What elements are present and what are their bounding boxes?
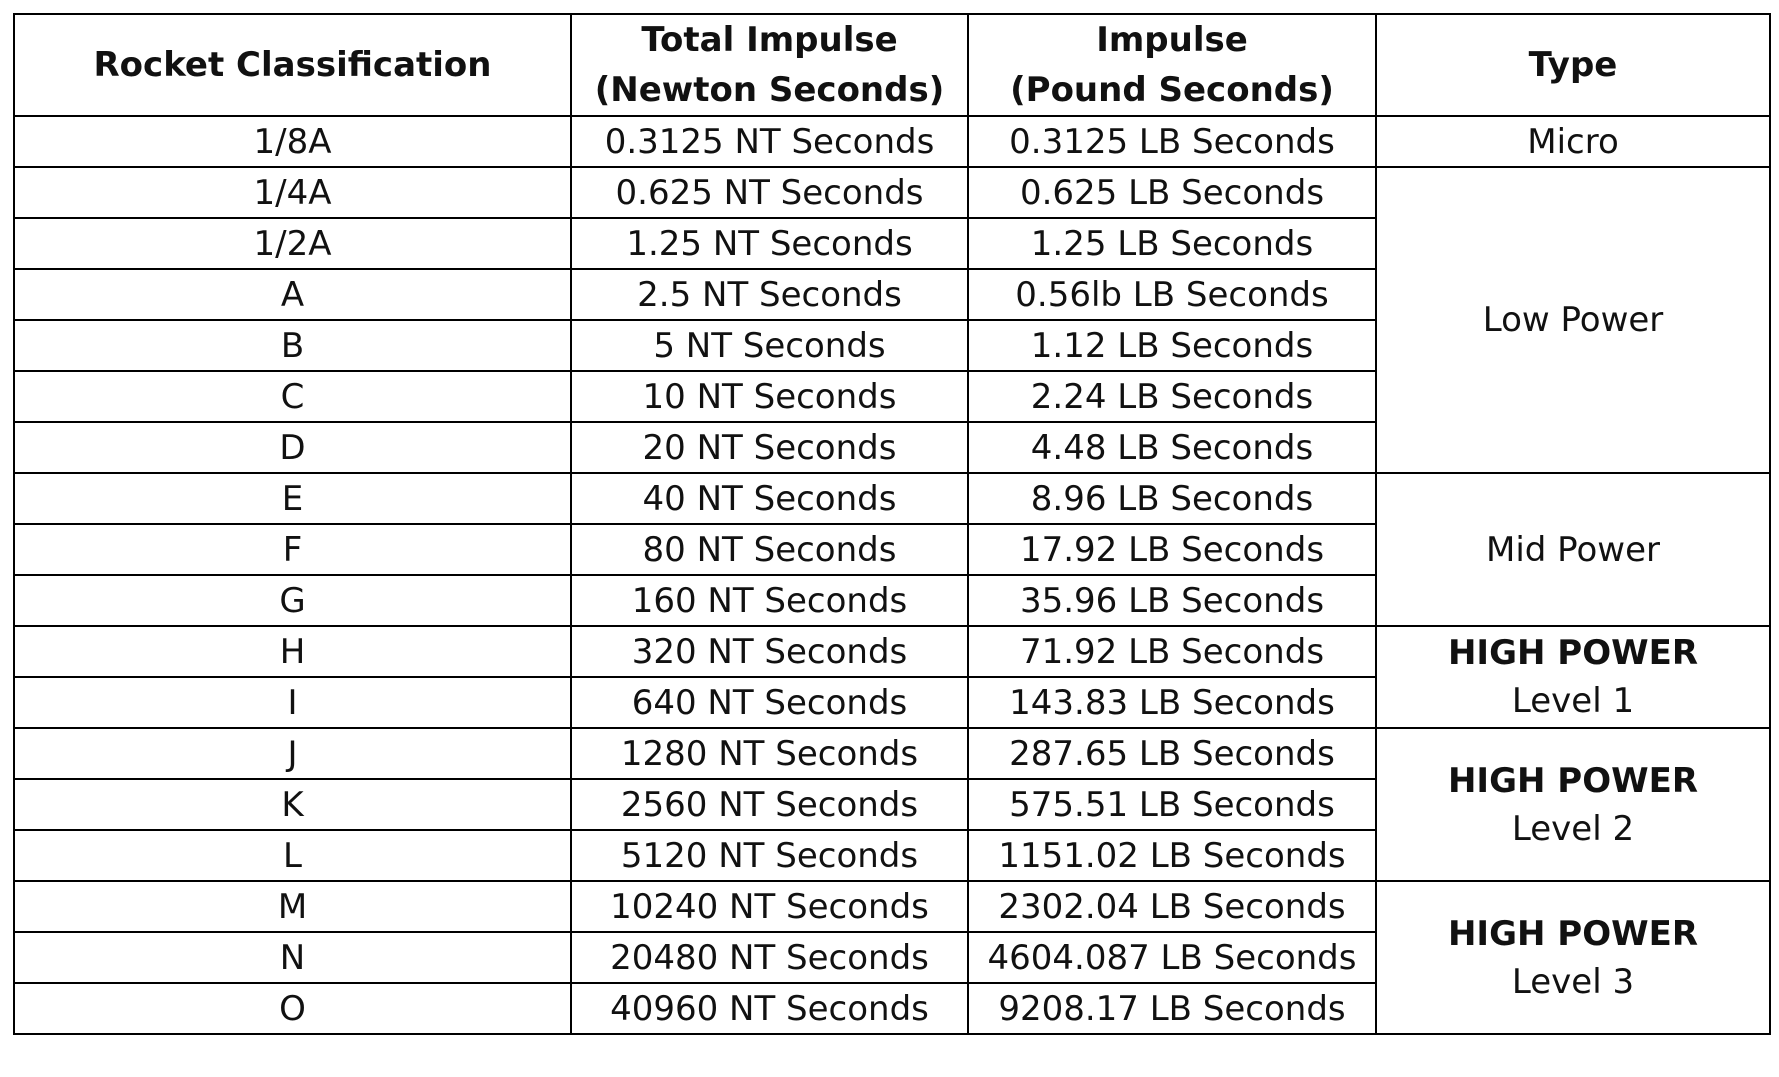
table-row: M 10240 NT Seconds 2302.04 LB Seconds HI… xyxy=(13,880,1771,1035)
table-row: B 5 NT Seconds 1.12 LB Seconds xyxy=(13,319,1770,372)
newton-seconds-cell: 40960 NT Seconds xyxy=(570,982,969,1035)
header-impulse-pound: Impulse (Pound Seconds) xyxy=(967,13,1377,117)
classification-cell: H xyxy=(13,625,572,678)
table-row: 1/4A 0.625 NT Seconds 0.625 LB Seconds L… xyxy=(13,166,1771,474)
pound-seconds-cell: 4604.087 LB Seconds xyxy=(967,931,1377,984)
type-cell-micro: Micro xyxy=(1375,115,1771,168)
table-row: F 80 NT Seconds 17.92 LB Seconds xyxy=(13,523,1770,576)
table-row: 1/2A 1.25 NT Seconds 1.25 LB Seconds xyxy=(13,217,1770,270)
classification-cell: I xyxy=(13,676,572,729)
table-row: H 320 NT Seconds 71.92 LB Seconds HIGH P… xyxy=(13,625,1771,729)
header-rocket-classification: Rocket Classification xyxy=(13,13,572,117)
high-power-level: Level 1 xyxy=(1511,681,1635,721)
table-row: 1/8A 0.3125 NT Seconds 0.3125 LB Seconds… xyxy=(13,115,1771,168)
pound-seconds-cell: 1.25 LB Seconds xyxy=(967,217,1377,270)
header-type: Type xyxy=(1375,13,1771,117)
type-cell-mid-power: Mid Power xyxy=(1375,472,1771,627)
high-power-title: HIGH POWER xyxy=(1447,913,1699,954)
classification-cell: M xyxy=(13,880,572,933)
classification-cell: 1/8A xyxy=(13,115,572,168)
table-row: G 160 NT Seconds 35.96 LB Seconds xyxy=(13,574,1770,627)
classification-cell: E xyxy=(13,472,572,525)
pound-seconds-cell: 287.65 LB Seconds xyxy=(967,727,1377,780)
newton-seconds-cell: 0.625 NT Seconds xyxy=(570,166,969,219)
classification-cell: G xyxy=(13,574,572,627)
classification-cell: K xyxy=(13,778,572,831)
pound-seconds-cell: 2.24 LB Seconds xyxy=(967,370,1377,423)
newton-seconds-cell: 5120 NT Seconds xyxy=(570,829,969,882)
header-impulse-pound-label: Impulse (Pound Seconds) xyxy=(1010,20,1334,110)
high-power-level: Level 2 xyxy=(1511,808,1635,849)
newton-seconds-cell: 10 NT Seconds xyxy=(570,370,969,423)
table-row: O 40960 NT Seconds 9208.17 LB Seconds xyxy=(13,982,1770,1035)
header-row: Rocket Classification Total Impulse (New… xyxy=(13,13,1771,117)
newton-seconds-cell: 2.5 NT Seconds xyxy=(570,268,969,321)
header-total-impulse: Total Impulse (Newton Seconds) xyxy=(570,13,969,117)
newton-seconds-cell: 2560 NT Seconds xyxy=(570,778,969,831)
classification-cell: 1/2A xyxy=(13,217,572,270)
pound-seconds-cell: 2302.04 LB Seconds xyxy=(967,880,1377,933)
table-row: I 640 NT Seconds 143.83 LB Seconds xyxy=(13,676,1770,729)
newton-seconds-cell: 1280 NT Seconds xyxy=(570,727,969,780)
type-cell-high-power-level-2: HIGH POWER Level 2 xyxy=(1375,727,1771,882)
pound-seconds-cell: 8.96 LB Seconds xyxy=(967,472,1377,525)
table-row: D 20 NT Seconds 4.48 LB Seconds xyxy=(13,421,1770,474)
pound-seconds-cell: 0.625 LB Seconds xyxy=(967,166,1377,219)
table-row: C 10 NT Seconds 2.24 LB Seconds xyxy=(13,370,1770,423)
pound-seconds-cell: 575.51 LB Seconds xyxy=(967,778,1377,831)
pound-seconds-cell: 4.48 LB Seconds xyxy=(967,421,1377,474)
pound-seconds-cell: 143.83 LB Seconds xyxy=(967,676,1377,729)
pound-seconds-cell: 17.92 LB Seconds xyxy=(967,523,1377,576)
type-cell-high-power-level-3: HIGH POWER Level 3 xyxy=(1375,880,1771,1035)
newton-seconds-cell: 80 NT Seconds xyxy=(570,523,969,576)
classification-cell: F xyxy=(13,523,572,576)
header-total-impulse-label: Total Impulse (Newton Seconds) xyxy=(594,20,945,110)
pound-seconds-cell: 0.3125 LB Seconds xyxy=(967,115,1377,168)
newton-seconds-cell: 320 NT Seconds xyxy=(570,625,969,678)
newton-seconds-cell: 5 NT Seconds xyxy=(570,319,969,372)
newton-seconds-cell: 10240 NT Seconds xyxy=(570,880,969,933)
classification-cell: D xyxy=(13,421,572,474)
classification-cell: A xyxy=(13,268,572,321)
pound-seconds-cell: 1.12 LB Seconds xyxy=(967,319,1377,372)
table-row: L 5120 NT Seconds 1151.02 LB Seconds xyxy=(13,829,1770,882)
classification-cell: C xyxy=(13,370,572,423)
pound-seconds-cell: 9208.17 LB Seconds xyxy=(967,982,1377,1035)
newton-seconds-cell: 640 NT Seconds xyxy=(570,676,969,729)
pound-seconds-cell: 0.56lb LB Seconds xyxy=(967,268,1377,321)
table-row: K 2560 NT Seconds 575.51 LB Seconds xyxy=(13,778,1770,831)
high-power-title: HIGH POWER xyxy=(1447,633,1699,673)
table-row: J 1280 NT Seconds 287.65 LB Seconds HIGH… xyxy=(13,727,1771,882)
type-cell-low-power: Low Power xyxy=(1375,166,1771,474)
newton-seconds-cell: 1.25 NT Seconds xyxy=(570,217,969,270)
newton-seconds-cell: 0.3125 NT Seconds xyxy=(570,115,969,168)
newton-seconds-cell: 20480 NT Seconds xyxy=(570,931,969,984)
type-cell-high-power-level-1: HIGH POWER Level 1 xyxy=(1375,625,1771,729)
newton-seconds-cell: 20 NT Seconds xyxy=(570,421,969,474)
pound-seconds-cell: 71.92 LB Seconds xyxy=(967,625,1377,678)
high-power-title: HIGH POWER xyxy=(1447,760,1699,801)
classification-cell: 1/4A xyxy=(13,166,572,219)
classification-cell: J xyxy=(13,727,572,780)
rocket-classification-table: Rocket Classification Total Impulse (New… xyxy=(13,13,1771,1035)
pound-seconds-cell: 1151.02 LB Seconds xyxy=(967,829,1377,882)
high-power-level: Level 3 xyxy=(1511,961,1635,1002)
table-row: E 40 NT Seconds 8.96 LB Seconds Mid Powe… xyxy=(13,472,1771,627)
table-row: A 2.5 NT Seconds 0.56lb LB Seconds xyxy=(13,268,1770,321)
newton-seconds-cell: 160 NT Seconds xyxy=(570,574,969,627)
classification-cell: O xyxy=(13,982,572,1035)
classification-cell: N xyxy=(13,931,572,984)
table-row: N 20480 NT Seconds 4604.087 LB Seconds xyxy=(13,931,1770,984)
pound-seconds-cell: 35.96 LB Seconds xyxy=(967,574,1377,627)
classification-cell: L xyxy=(13,829,572,882)
newton-seconds-cell: 40 NT Seconds xyxy=(570,472,969,525)
classification-cell: B xyxy=(13,319,572,372)
